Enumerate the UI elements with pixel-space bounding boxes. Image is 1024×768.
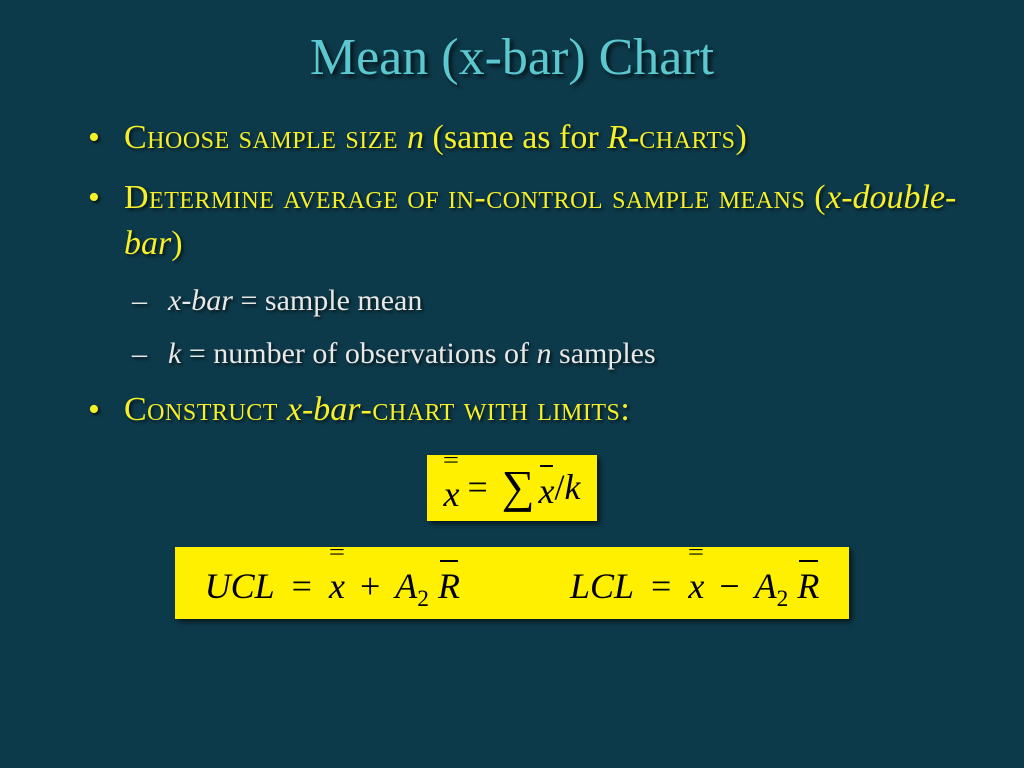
sigma-icon: ∑ xyxy=(502,466,535,507)
bullet-2: Determine average of in-control sample m… xyxy=(88,175,964,267)
f2-ucl: UCL xyxy=(205,566,275,606)
f3-lcl: LCL xyxy=(570,566,634,606)
bullet-1-b: n xyxy=(407,119,433,156)
f2-eq: = xyxy=(292,566,312,606)
bullet-1-d: R- xyxy=(607,119,639,156)
f3-Rbar: R xyxy=(797,557,819,607)
formula-2: UCL = x + A2 R xyxy=(205,551,460,613)
f3-minus: − xyxy=(719,566,739,606)
slide: Mean (x-bar) Chart Choose sample size n … xyxy=(0,0,1024,768)
sub1-a: x-bar xyxy=(168,284,233,317)
bullet-2-c: ) xyxy=(171,225,182,262)
sub-bullet-1: x-bar = sample mean xyxy=(132,281,964,320)
bullet-1-c: (same as for xyxy=(433,119,608,156)
sub-bullet-list: x-bar = sample mean k = number of observ… xyxy=(60,281,964,373)
bullet-3: Construct x-bar-chart with limits: xyxy=(88,387,964,433)
f2-Rbar: R xyxy=(438,557,460,607)
bullet-1-e: charts) xyxy=(639,119,747,156)
formula-row: UCL = x + A2 R LCL = x − A2 R xyxy=(175,547,850,619)
f2-xdbar: x xyxy=(329,551,345,607)
f3-A: A xyxy=(755,566,777,606)
bullet-3-c: -chart with limits: xyxy=(361,391,631,428)
formula-3: LCL = x − A2 R xyxy=(570,551,819,613)
f3-sub: 2 xyxy=(777,586,789,612)
f3-xdbar: x xyxy=(688,551,704,607)
f1-eq: = xyxy=(467,466,487,508)
f1-div: / xyxy=(555,466,565,508)
formula-area: x = ∑ x / k UCL = x + A2 R LCL = xyxy=(60,455,964,619)
bullet-1-a: Choose sample size xyxy=(124,119,407,156)
bullet-3-b: x-bar xyxy=(287,391,361,428)
f3-eq: = xyxy=(651,566,671,606)
slide-title: Mean (x-bar) Chart xyxy=(60,28,964,87)
f1-xbar: x xyxy=(539,462,555,512)
formula-row-inner: UCL = x + A2 R LCL = x − A2 R xyxy=(205,551,820,613)
bullet-list-3: Construct x-bar-chart with limits: xyxy=(60,387,964,433)
sub2-b: = number of observations of xyxy=(181,337,536,370)
sub2-c: n xyxy=(537,337,552,370)
bullet-1: Choose sample size n (same as for R-char… xyxy=(88,115,964,161)
sub1-b: = sample mean xyxy=(233,284,422,317)
sub2-a: k xyxy=(168,337,181,370)
bullet-3-a: Construct xyxy=(124,391,287,428)
sub-bullet-2: k = number of observations of n samples xyxy=(132,334,964,373)
f1-xdbar: x xyxy=(443,459,459,515)
f2-A: A xyxy=(395,566,417,606)
f2-plus: + xyxy=(360,566,380,606)
bullet-list: Choose sample size n (same as for R-char… xyxy=(60,115,964,267)
f1-k: k xyxy=(565,466,581,508)
bullet-2-a: Determine average of in-control sample m… xyxy=(124,179,826,216)
sub2-d: samples xyxy=(552,337,656,370)
f2-sub: 2 xyxy=(417,586,429,612)
formula-1: x = ∑ x / k xyxy=(427,455,596,521)
